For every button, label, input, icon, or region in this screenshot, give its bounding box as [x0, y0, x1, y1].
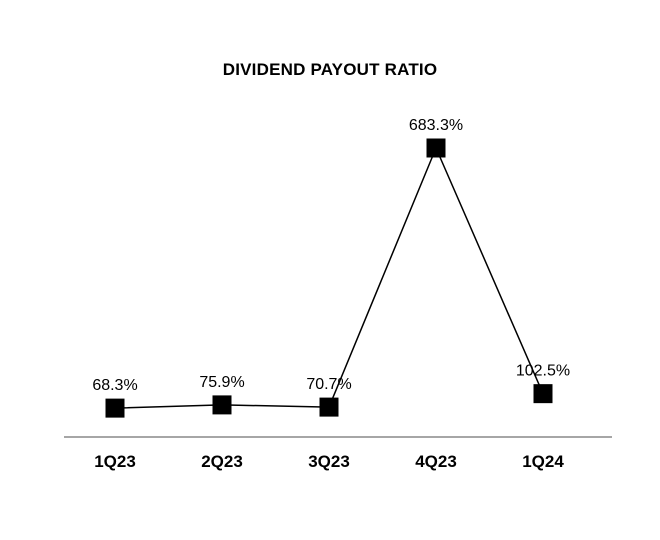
- data-point-label: 70.7%: [306, 376, 351, 393]
- x-axis-category-label: 4Q23: [415, 452, 457, 471]
- x-axis-category-label: 3Q23: [308, 452, 350, 471]
- data-point-marker: [319, 397, 339, 417]
- data-point-label: 68.3%: [92, 377, 137, 394]
- data-point-marker: [533, 384, 553, 404]
- x-axis-category-label: 1Q23: [94, 452, 136, 471]
- data-point-marker: [426, 138, 446, 158]
- x-axis-category-label: 1Q24: [522, 452, 564, 471]
- data-point-marker: [212, 395, 232, 415]
- data-point-marker: [105, 398, 125, 418]
- x-axis-category-label: 2Q23: [201, 452, 243, 471]
- chart-title: DIVIDEND PAYOUT RATIO: [222, 60, 438, 79]
- data-point-label: 75.9%: [199, 374, 244, 391]
- series-line: [114, 146, 544, 409]
- data-point-label: 683.3%: [409, 117, 463, 134]
- data-point-label: 102.5%: [516, 363, 570, 380]
